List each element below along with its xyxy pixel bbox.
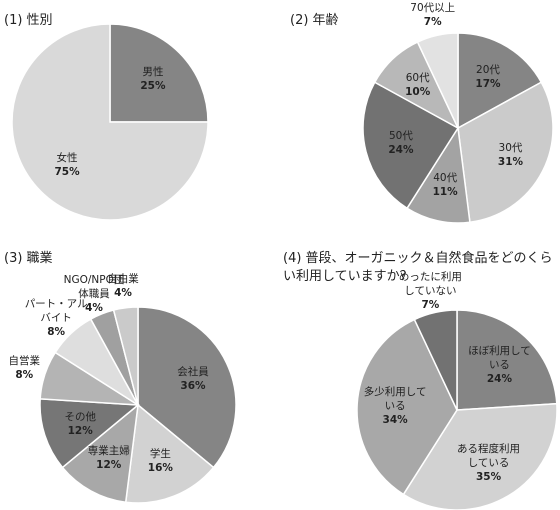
value-label: 36%: [180, 380, 206, 393]
pie-slice: [413, 309, 458, 411]
pie-slice: [457, 32, 543, 130]
value-label: 10%: [405, 86, 431, 99]
slice-label: 女性 75%: [35, 151, 99, 179]
value-label: 4%: [114, 287, 132, 300]
value-label: 24%: [388, 143, 414, 156]
chart-title: (1) 性別: [4, 13, 53, 28]
slice-label: 会社員 36%: [161, 365, 225, 393]
category-label: 70代以上: [410, 1, 456, 14]
category-label: 学生: [149, 448, 171, 461]
value-label: 12%: [96, 459, 122, 472]
chart-title: (2) 年齢: [290, 13, 339, 28]
category-label: NGO/NPO団体職員: [63, 273, 125, 300]
category-label: 30代: [498, 141, 523, 154]
slice-label: 50代 24%: [369, 129, 433, 157]
pie-slice: [456, 309, 558, 411]
pie-slice: [124, 403, 215, 504]
value-label: 75%: [54, 165, 80, 178]
value-label: 16%: [147, 462, 173, 475]
slice-label: 60代 10%: [386, 71, 450, 99]
category-label: その他: [64, 410, 96, 423]
pie-slice: [416, 32, 459, 129]
category-label: 自営業: [8, 355, 41, 368]
category-label: 20代: [476, 64, 500, 77]
value-label: 4%: [85, 301, 103, 314]
category-label: 40代: [433, 172, 458, 185]
category-label: 60代: [405, 72, 430, 85]
value-label: 31%: [497, 155, 524, 168]
slice-label: 自営業 8%: [0, 354, 56, 382]
pie-slice: [406, 125, 471, 224]
slice-label: 学生 16%: [128, 447, 192, 475]
value-label: 8%: [47, 325, 66, 338]
slice-label: ほぼ利用している 24%: [467, 344, 531, 386]
category-label: 自由業: [107, 273, 139, 286]
slice-label: 男性 25%: [121, 65, 185, 93]
chart-title: (3) 職業: [4, 251, 53, 266]
slice-label: 自由業 4%: [91, 272, 155, 300]
slice-label: 70代以上 7%: [401, 1, 465, 29]
slice-label: NGO/NPO団体職員 4%: [62, 273, 126, 315]
value-label: 11%: [432, 186, 458, 199]
pie-slice: [11, 23, 209, 221]
category-label: ある程度利用している: [457, 443, 521, 470]
slice-label: ある程度利用している 35%: [457, 442, 521, 484]
category-label: パート・アルバイト: [24, 297, 88, 324]
category-label: 50代: [389, 129, 413, 142]
slice-label: めったに利用していない 7%: [398, 270, 462, 312]
value-label: 24%: [486, 372, 512, 385]
pie-slice: [137, 306, 237, 469]
slice-label: 30代 31%: [478, 141, 542, 169]
pie-slice: [112, 306, 139, 406]
value-label: 8%: [15, 369, 34, 382]
value-label: 7%: [423, 15, 442, 28]
slice-label: 40代 11%: [413, 171, 477, 199]
value-label: 34%: [382, 414, 408, 427]
category-label: めったに利用していない: [398, 270, 462, 297]
category-label: 男性: [142, 66, 164, 79]
value-label: 12%: [67, 424, 93, 437]
pie-slice: [356, 318, 458, 496]
slice-label: 多少利用している 34%: [363, 385, 427, 427]
value-label: 35%: [475, 471, 502, 484]
slice-label: 20代 17%: [456, 63, 520, 91]
slice-label: 専業主婦 12%: [77, 444, 141, 472]
pie-slice: [402, 402, 558, 510]
value-label: 7%: [421, 298, 440, 311]
slice-label: パート・アルバイト 8%: [24, 297, 88, 339]
category-label: ほぼ利用している: [468, 344, 531, 371]
category-label: 多少利用している: [363, 386, 427, 413]
value-label: 25%: [140, 80, 166, 93]
category-label: 女性: [56, 151, 78, 164]
pie-slice: [457, 81, 554, 224]
slice-label: その他 12%: [48, 410, 112, 438]
pie-slice: [109, 23, 209, 123]
pie-slice: [39, 398, 140, 469]
category-label: 専業主婦: [87, 445, 130, 458]
category-label: 会社員: [177, 366, 209, 379]
chart-title: (4) 普段、オーガニック＆自然食品をどのくらい利用していますか？: [283, 251, 553, 284]
pie-slice: [61, 403, 139, 504]
pie-slice: [362, 81, 460, 210]
value-label: 17%: [475, 78, 501, 91]
